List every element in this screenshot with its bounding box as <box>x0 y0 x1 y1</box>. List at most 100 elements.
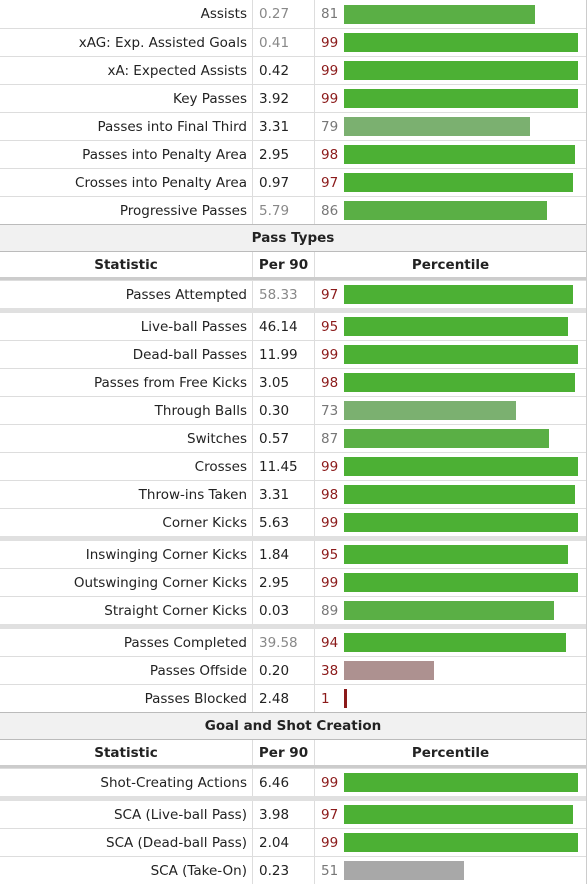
stat-label[interactable]: Crosses into Penalty Area <box>0 169 253 196</box>
percentile-value: 89 <box>321 602 339 619</box>
stat-label[interactable]: Throw-ins Taken <box>0 481 253 508</box>
header-percentile[interactable]: Percentile <box>411 744 490 761</box>
stat-label[interactable]: Assists <box>0 0 253 28</box>
percentile-bar-track <box>341 801 586 828</box>
percentile-bar-track <box>341 57 586 84</box>
per90-value: 46.14 <box>253 313 315 340</box>
table-row: xAG: Exp. Assisted Goals 0.41 99 <box>0 28 586 56</box>
percentile-value: 95 <box>321 546 339 563</box>
table-row: Through Balls 0.30 73 <box>0 396 586 424</box>
percentile-bar <box>344 805 573 824</box>
per90-value: 0.27 <box>253 0 315 28</box>
section-title: Goal and Shot Creation <box>0 712 586 740</box>
table-row: Passes Offside 0.20 38 <box>0 656 586 684</box>
header-percentile[interactable]: Percentile <box>411 256 490 273</box>
percentile-bar-track <box>341 685 586 712</box>
stat-label[interactable]: Crosses <box>0 453 253 480</box>
percentile-bar-track <box>341 657 586 684</box>
percentile-bar <box>344 861 464 880</box>
stat-label[interactable]: Passes Attempted <box>0 281 253 308</box>
header-per90[interactable]: Per 90 <box>253 252 315 277</box>
stat-label[interactable]: Live-ball Passes <box>0 313 253 340</box>
stat-label[interactable]: Progressive Passes <box>0 197 253 224</box>
percentile-bar <box>344 601 554 620</box>
stat-label[interactable]: Passes Offside <box>0 657 253 684</box>
percentile-bar <box>344 401 516 420</box>
percentile-bar <box>344 4 535 24</box>
section-title: Pass Types <box>0 224 586 252</box>
stat-label[interactable]: Passes Blocked <box>0 685 253 712</box>
percentile-bar <box>344 573 578 592</box>
percentile-bar-track <box>341 541 586 568</box>
header-statistic[interactable]: Statistic <box>0 252 253 277</box>
stat-label[interactable]: Passes into Penalty Area <box>0 141 253 168</box>
per90-value: 0.20 <box>253 657 315 684</box>
percentile-value: 99 <box>321 346 339 363</box>
table-row: Inswinging Corner Kicks 1.84 95 <box>0 536 586 568</box>
table-row: Dead-ball Passes 11.99 99 <box>0 340 586 368</box>
per90-value: 0.97 <box>253 169 315 196</box>
per90-value: 0.23 <box>253 857 315 884</box>
per90-value: 11.99 <box>253 341 315 368</box>
percentile-value: 99 <box>321 62 339 79</box>
stat-label[interactable]: Switches <box>0 425 253 452</box>
per90-value: 2.04 <box>253 829 315 856</box>
table-row: Passes Blocked 2.48 1 <box>0 684 586 712</box>
per90-value: 11.45 <box>253 453 315 480</box>
percentile-bar <box>344 285 573 304</box>
percentile-bar-track <box>341 509 586 536</box>
percentile-bar <box>344 773 578 792</box>
percentile-bar-track <box>341 857 586 884</box>
stat-label[interactable]: xA: Expected Assists <box>0 57 253 84</box>
percentile-bar <box>344 429 549 448</box>
per90-value: 3.98 <box>253 801 315 828</box>
percentile-bar-track <box>341 425 586 452</box>
table-row: Passes from Free Kicks 3.05 98 <box>0 368 586 396</box>
table-row: SCA (Dead-ball Pass) 2.04 99 <box>0 828 586 856</box>
table-row: Key Passes 3.92 99 <box>0 84 586 112</box>
percentile-value: 97 <box>321 806 339 823</box>
stat-label[interactable]: SCA (Dead-ball Pass) <box>0 829 253 856</box>
stat-label[interactable]: Passes from Free Kicks <box>0 369 253 396</box>
percentile-bar <box>344 317 568 336</box>
stat-label[interactable]: Passes into Final Third <box>0 113 253 140</box>
percentile-bar-track <box>341 197 586 224</box>
table-row: Passes Completed 39.58 94 <box>0 624 586 656</box>
per90-value: 2.48 <box>253 685 315 712</box>
stat-label[interactable]: Shot-Creating Actions <box>0 769 253 796</box>
stat-label[interactable]: xAG: Exp. Assisted Goals <box>0 29 253 56</box>
percentile-value: 73 <box>321 402 339 419</box>
percentile-bar <box>344 117 530 136</box>
percentile-bar-track <box>341 313 586 340</box>
stat-label[interactable]: SCA (Live-ball Pass) <box>0 801 253 828</box>
percentile-value: 38 <box>321 662 339 679</box>
header-statistic[interactable]: Statistic <box>0 740 253 765</box>
percentile-bar <box>344 833 578 852</box>
per90-value: 0.41 <box>253 29 315 56</box>
table-row: Straight Corner Kicks 0.03 89 <box>0 596 586 624</box>
percentile-bar <box>344 689 347 708</box>
per90-value: 3.31 <box>253 113 315 140</box>
stat-label[interactable]: Straight Corner Kicks <box>0 597 253 624</box>
table-row: Assists 0.27 81 <box>0 0 586 28</box>
stat-label[interactable]: Inswinging Corner Kicks <box>0 541 253 568</box>
stat-label[interactable]: Through Balls <box>0 397 253 424</box>
header-per90[interactable]: Per 90 <box>253 740 315 765</box>
stat-label[interactable]: Corner Kicks <box>0 509 253 536</box>
per90-value: 2.95 <box>253 141 315 168</box>
stat-label[interactable]: Passes Completed <box>0 629 253 656</box>
table-row: Passes into Penalty Area 2.95 98 <box>0 140 586 168</box>
stat-label[interactable]: SCA (Take-On) <box>0 857 253 884</box>
stat-label[interactable]: Key Passes <box>0 85 253 112</box>
stat-label[interactable]: Dead-ball Passes <box>0 341 253 368</box>
percentile-bar <box>344 545 568 564</box>
table-header: Statistic Per 90 Percentile <box>0 740 586 768</box>
stat-label[interactable]: Outswinging Corner Kicks <box>0 569 253 596</box>
table-row: Passes into Final Third 3.31 79 <box>0 112 586 140</box>
percentile-bar <box>344 61 578 80</box>
per90-value: 5.79 <box>253 197 315 224</box>
percentile-value: 99 <box>321 514 339 531</box>
per90-value: 3.05 <box>253 369 315 396</box>
per90-value: 6.46 <box>253 769 315 796</box>
